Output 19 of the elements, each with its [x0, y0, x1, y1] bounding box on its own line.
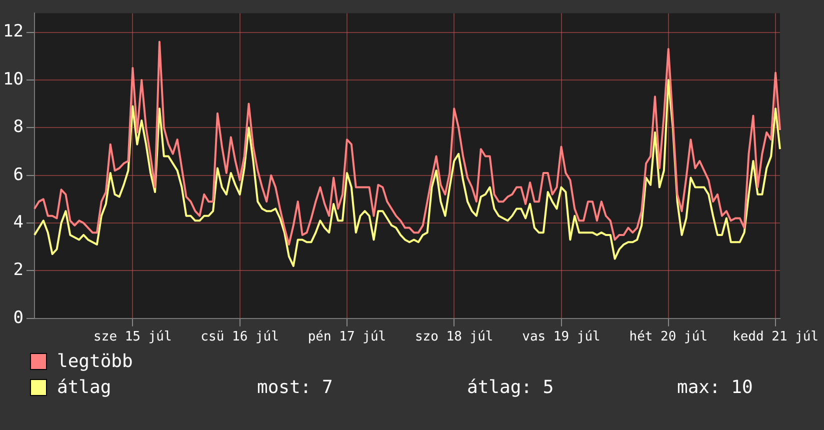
text: max: 10 [677, 376, 753, 398]
y-tick-label: 6 [13, 164, 24, 185]
x-tick-label: szo 18 júl [414, 330, 494, 345]
y-tick-label: 8 [13, 117, 24, 138]
y-tick-label: 2 [13, 260, 24, 280]
text: átlag: 5 [467, 376, 555, 398]
legend-label: átlag [57, 376, 112, 398]
y-tick-label: 0 [13, 308, 24, 328]
x-tick-label: sze 15 júl [94, 330, 172, 345]
y-tick-label: 10 [2, 69, 24, 90]
x-tick-label: csü 16 júl [200, 330, 279, 345]
x-tick-label: hét 20 júl [629, 330, 708, 345]
y-tick-label: 4 [13, 212, 24, 232]
y-tick-label: 12 [2, 22, 24, 42]
x-tick-label: pén 17 júl [308, 330, 386, 345]
x-tick-label: vas 19 júl [522, 330, 600, 345]
legend-label: legtöbb [57, 350, 134, 372]
text: most: 7 [257, 376, 334, 398]
x-tick-label: kedd 21 júl [732, 330, 819, 345]
